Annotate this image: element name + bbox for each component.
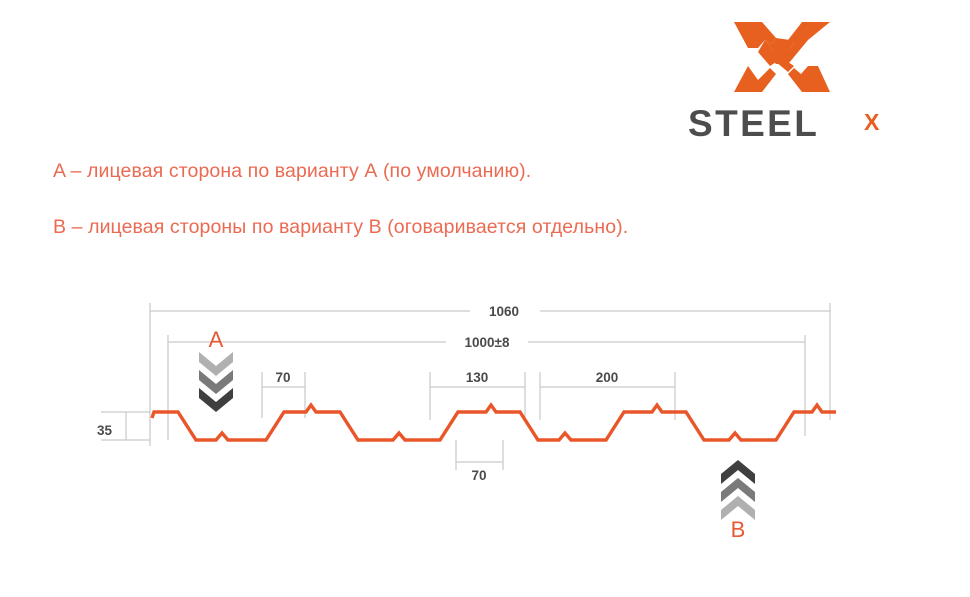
dimension-label-1060: 1060 [489, 304, 519, 319]
wordmark-text: STEEL [688, 104, 819, 144]
wordmark-superscript: X [864, 109, 880, 135]
dimension-label-1000: 1000±8 [465, 335, 510, 350]
side-marker-b: B [721, 460, 755, 542]
dimension-overall-width: 1060 [149, 303, 831, 446]
note-variant-b: B – лицевая стороны по варианту B (огова… [53, 216, 629, 238]
chevron-up-icon-dark [721, 460, 755, 484]
dimension-rib-top-width: 70 [261, 370, 306, 418]
dimension-rib-spacing-130: 130 [429, 370, 526, 420]
dimension-label-200: 200 [596, 370, 619, 385]
dimension-label-35: 35 [97, 423, 113, 438]
note-variant-a: A – лицевая сторона по варианту А (по ум… [53, 160, 532, 182]
side-marker-a: A [199, 327, 233, 412]
chevron-down-icon-light [199, 352, 233, 376]
dimension-rib-spacing-200: 200 [539, 370, 676, 420]
dimension-label-70-top: 70 [275, 370, 290, 385]
steelx-x-monogram-icon [734, 22, 830, 92]
chevron-up-icon-light [721, 496, 755, 520]
chevron-up-icon-medium [721, 478, 755, 502]
chevron-down-icon-dark [199, 388, 233, 412]
brand-logo: STEEL X [688, 18, 900, 144]
dimension-effective-width: 1000±8 [167, 335, 806, 440]
side-marker-a-label: A [209, 327, 224, 352]
brand-wordmark: STEEL X [688, 104, 880, 144]
dimension-label-70-bottom: 70 [471, 468, 486, 483]
side-marker-b-label: B [731, 517, 746, 542]
corrugated-profile-outline [150, 402, 836, 442]
chevron-down-icon-medium [199, 370, 233, 394]
dimension-profile-height: 35 [97, 411, 150, 441]
dimension-valley-width: 70 [455, 440, 504, 483]
dimension-label-130: 130 [466, 370, 489, 385]
